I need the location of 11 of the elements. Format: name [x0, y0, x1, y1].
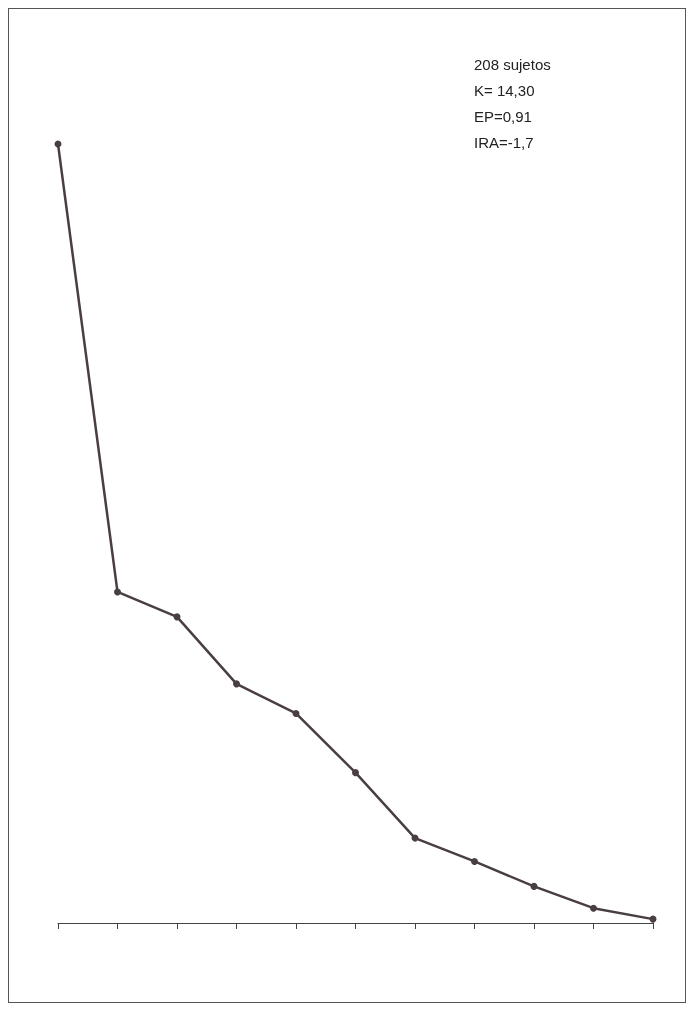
point	[590, 904, 597, 912]
annotation: IRA=-1,7	[474, 134, 534, 151]
text: EP=0,91	[474, 108, 532, 125]
point	[530, 882, 538, 890]
text: 208 sujetos	[474, 56, 551, 73]
point	[292, 709, 300, 717]
point	[352, 769, 359, 777]
point	[233, 680, 240, 688]
point	[114, 588, 121, 596]
text: K= 14,30	[474, 82, 535, 99]
point	[471, 857, 478, 865]
